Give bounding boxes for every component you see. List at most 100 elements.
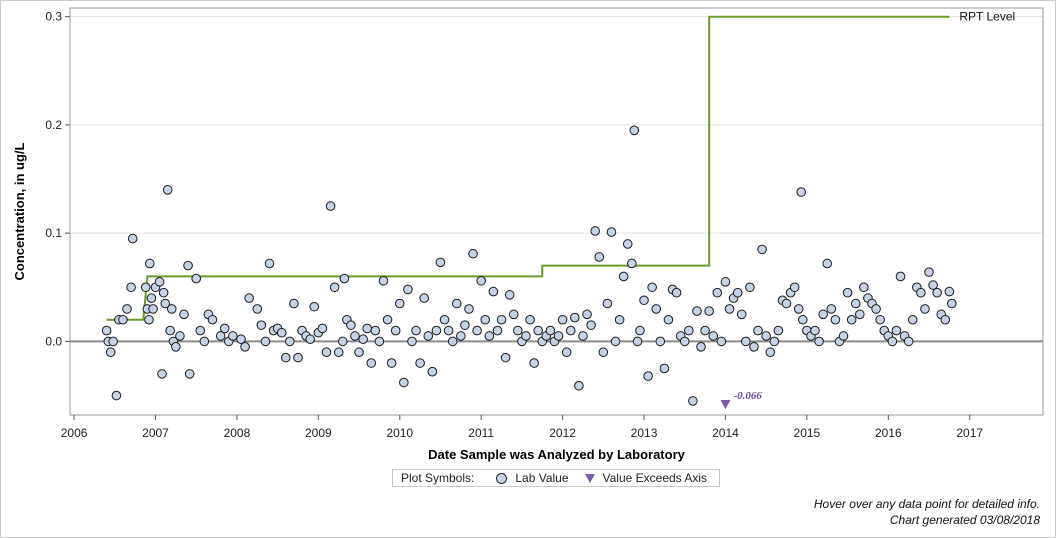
data-point[interactable] — [431, 325, 442, 336]
exceeds-axis-marker[interactable] — [720, 400, 731, 409]
data-point[interactable] — [207, 314, 218, 325]
data-point[interactable] — [160, 298, 171, 309]
data-point[interactable] — [370, 325, 381, 336]
data-point[interactable] — [309, 301, 320, 312]
data-point[interactable] — [769, 336, 780, 347]
data-point[interactable] — [692, 306, 702, 316]
data-point[interactable] — [838, 331, 849, 341]
data-point[interactable] — [533, 325, 543, 336]
data-point[interactable] — [529, 358, 539, 368]
data-point[interactable] — [419, 293, 429, 303]
data-point[interactable] — [337, 336, 348, 347]
data-point[interactable] — [411, 325, 421, 336]
data-point[interactable] — [333, 347, 344, 358]
data-point[interactable] — [590, 226, 600, 236]
data-point[interactable] — [704, 306, 714, 316]
data-point[interactable] — [647, 282, 657, 293]
data-point[interactable] — [240, 342, 250, 352]
data-point[interactable] — [354, 347, 364, 358]
data-point[interactable] — [191, 273, 202, 284]
data-point[interactable] — [492, 325, 503, 336]
data-point[interactable] — [846, 314, 857, 325]
data-point[interactable] — [285, 336, 295, 347]
data-point[interactable] — [105, 347, 116, 358]
data-point[interactable] — [488, 286, 499, 297]
data-point[interactable] — [305, 334, 315, 345]
data-point[interactable] — [289, 298, 299, 309]
data-point[interactable] — [374, 336, 385, 347]
data-point[interactable] — [382, 314, 393, 325]
data-point[interactable] — [293, 352, 303, 363]
data-point[interactable] — [765, 347, 776, 358]
data-point[interactable] — [602, 298, 613, 309]
data-point[interactable] — [513, 325, 523, 336]
data-point[interactable] — [508, 309, 519, 320]
data-point[interactable] — [712, 287, 723, 298]
data-point[interactable] — [183, 260, 193, 271]
data-point[interactable] — [916, 287, 926, 298]
data-point[interactable] — [761, 331, 771, 341]
data-point[interactable] — [236, 334, 246, 345]
data-point[interactable] — [500, 352, 511, 363]
data-point[interactable] — [757, 244, 767, 255]
data-point[interactable] — [810, 325, 820, 336]
data-point[interactable] — [468, 248, 478, 259]
data-point[interactable] — [684, 325, 694, 336]
data-point[interactable] — [850, 298, 861, 309]
data-point[interactable] — [793, 304, 804, 314]
data-point[interactable] — [822, 258, 833, 269]
data-point[interactable] — [561, 347, 572, 358]
data-point[interactable] — [122, 304, 132, 314]
data-point[interactable] — [944, 286, 955, 297]
data-point[interactable] — [875, 314, 885, 325]
data-point[interactable] — [476, 275, 486, 286]
data-point[interactable] — [659, 363, 670, 374]
data-point[interactable] — [614, 314, 625, 325]
data-point[interactable] — [830, 314, 841, 325]
data-point[interactable] — [753, 325, 763, 336]
data-point[interactable] — [565, 325, 576, 336]
data-point[interactable] — [484, 331, 495, 341]
data-point[interactable] — [814, 336, 824, 347]
data-point[interactable] — [472, 325, 482, 336]
data-point[interactable] — [798, 314, 808, 325]
data-point[interactable] — [101, 325, 112, 336]
data-point[interactable] — [394, 298, 405, 309]
data-point[interactable] — [679, 336, 690, 347]
data-point[interactable] — [895, 271, 906, 282]
data-point[interactable] — [643, 371, 653, 381]
data-point[interactable] — [940, 314, 951, 325]
data-point[interactable] — [553, 331, 564, 341]
data-point[interactable] — [582, 309, 592, 320]
data-point[interactable] — [749, 342, 759, 352]
data-point[interactable] — [166, 304, 177, 314]
data-point[interactable] — [443, 325, 454, 336]
data-point[interactable] — [175, 331, 185, 341]
data-point[interactable] — [924, 267, 934, 277]
data-point[interactable] — [439, 314, 450, 325]
data-point[interactable] — [276, 327, 287, 338]
data-point[interactable] — [610, 336, 621, 347]
data-point[interactable] — [736, 309, 747, 320]
data-point[interactable] — [317, 323, 328, 334]
data-point[interactable] — [350, 331, 360, 341]
data-point[interactable] — [260, 336, 271, 347]
data-point[interactable] — [796, 187, 806, 197]
data-point[interactable] — [891, 325, 902, 336]
data-point[interactable] — [256, 320, 267, 330]
data-point[interactable] — [818, 309, 828, 320]
data-point[interactable] — [635, 325, 645, 336]
data-point[interactable] — [280, 352, 291, 363]
data-point[interactable] — [146, 293, 157, 303]
data-point[interactable] — [663, 314, 674, 325]
data-point[interactable] — [403, 284, 413, 295]
data-point[interactable] — [854, 309, 865, 320]
data-point[interactable] — [574, 380, 584, 391]
data-point[interactable] — [346, 320, 356, 330]
data-point[interactable] — [321, 347, 332, 358]
data-point[interactable] — [594, 252, 605, 262]
data-point[interactable] — [773, 325, 784, 336]
data-point[interactable] — [127, 233, 138, 244]
data-point[interactable] — [228, 331, 238, 341]
data-point[interactable] — [165, 325, 175, 336]
